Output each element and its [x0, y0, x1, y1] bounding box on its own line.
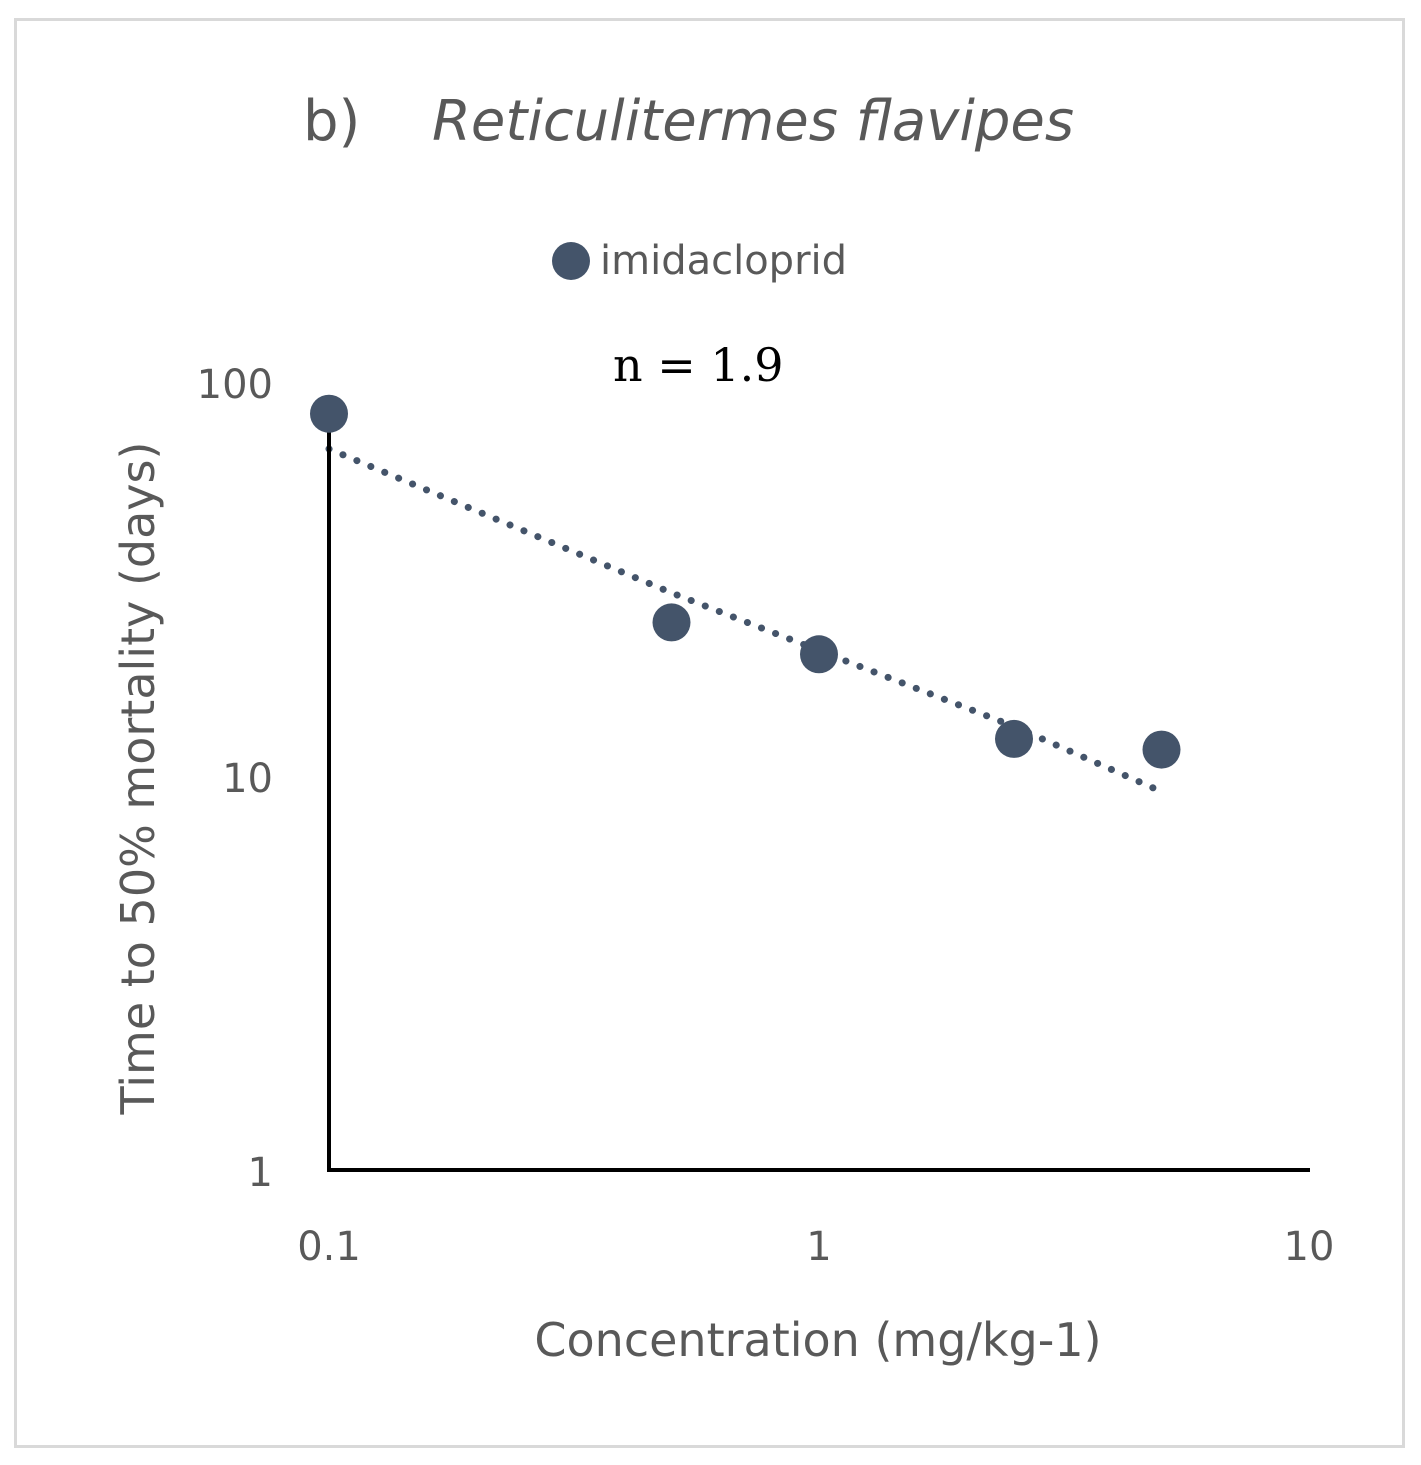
trendline-layer — [325, 445, 1165, 796]
y-tick-label-10: 10 — [222, 756, 273, 802]
data-points-layer — [310, 394, 1181, 769]
legend-label: imidacloprid — [600, 238, 847, 284]
data-point — [995, 719, 1033, 758]
x-axis-title: Concentration (mg/kg-1) — [534, 1313, 1101, 1367]
chart-title: Reticulitermes flavipes — [432, 89, 1074, 154]
trendline — [325, 445, 1165, 796]
chart-title-prefix: b) — [303, 89, 360, 154]
x-tick-label-10: 10 — [1284, 1224, 1335, 1270]
y-tick-label-100: 100 — [197, 362, 273, 408]
legend-marker — [552, 242, 590, 280]
y-axis-title: Time to 50% mortality (days) — [111, 442, 165, 1116]
data-point — [652, 603, 691, 642]
x-tick-label-1: 1 — [806, 1224, 831, 1270]
x-tick-label-0-1: 0.1 — [297, 1224, 361, 1270]
chart-frame — [14, 18, 1405, 1448]
data-point — [310, 394, 348, 433]
annotation-n: n = 1.9 — [613, 338, 784, 392]
y-tick-label-1: 1 — [248, 1150, 273, 1196]
data-point — [1142, 730, 1181, 769]
data-point — [800, 635, 838, 674]
